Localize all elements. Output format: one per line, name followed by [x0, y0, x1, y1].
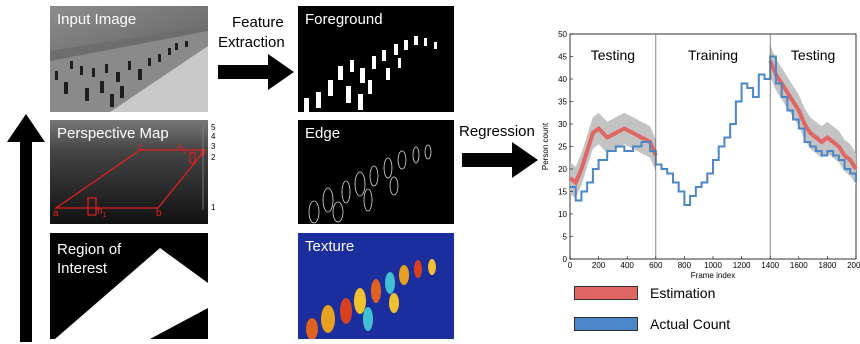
y-tick-label: 5	[563, 233, 568, 242]
point-c-label: c	[138, 142, 143, 153]
perspective-scale-4: 4	[211, 132, 216, 141]
texture-map-image	[306, 259, 436, 339]
x-tick-label: 1600	[790, 261, 808, 270]
y-tick-label: 0	[563, 255, 568, 264]
x-tick-label: 1200	[733, 261, 751, 270]
y-tick-label: 25	[558, 143, 567, 152]
region-label-2: Testing	[791, 47, 835, 63]
legend-actual-swatch	[574, 317, 638, 331]
point-d-label: d	[200, 148, 206, 158]
y-tick-label: 35	[558, 98, 567, 107]
foreground-panel: Foreground	[298, 6, 454, 112]
y-axis-label: Person count	[541, 122, 550, 170]
roi-label-line1: Region of	[57, 241, 122, 258]
estimation-line-1	[768, 60, 858, 171]
y-tick-label: 50	[558, 30, 567, 39]
roi-label-line2: Interest	[57, 260, 108, 277]
roi-mask-shape	[55, 248, 208, 339]
y-tick-label: 20	[558, 165, 567, 174]
foreground-mask-image	[304, 36, 437, 112]
input-image-label: Input Image	[57, 11, 137, 28]
x-tick-label: 400	[621, 261, 635, 270]
perspective-scale-2: 2	[211, 153, 216, 162]
perspective-map-label: Perspective Map	[57, 125, 169, 142]
up-arrow-icon	[7, 114, 45, 342]
texture-panel: Texture	[298, 233, 454, 339]
edge-panel: Edge	[298, 120, 454, 224]
x-axis-label: Frame index	[691, 271, 735, 280]
estimation-band-1	[770, 45, 856, 185]
h1-subscript: 1	[102, 212, 107, 219]
edge-map-image	[308, 144, 432, 224]
h2-subscript: 2	[183, 148, 187, 155]
perspective-scale-3: 3	[211, 142, 216, 151]
regression-arrow-icon	[462, 142, 538, 178]
h1-letter: h	[97, 206, 103, 217]
crowd-scene-image	[50, 6, 208, 112]
y-tick-label: 45	[558, 53, 567, 62]
feature-extraction-line1: Feature	[232, 14, 284, 31]
edge-label: Edge	[305, 125, 341, 142]
region-label-1: Training	[688, 47, 738, 63]
foreground-label: Foreground	[305, 11, 383, 28]
x-tick-label: 600	[649, 261, 663, 270]
point-b-label: b	[156, 208, 162, 219]
feature-extraction-line2: Extraction	[218, 34, 285, 51]
region-label-0: Testing	[591, 47, 635, 63]
perspective-scale-5: 5	[211, 123, 216, 132]
point-a-label: a	[53, 208, 59, 219]
x-tick-label: 1000	[704, 261, 722, 270]
actual-count-line	[570, 55, 857, 206]
region-of-interest-panel: Region of Interest	[50, 233, 208, 339]
legend-estimation-label: Estimation	[650, 285, 716, 301]
y-tick-label: 40	[558, 75, 567, 84]
legend-estimation-swatch	[574, 286, 638, 300]
x-tick-label: 1400	[761, 261, 779, 270]
x-tick-label: 1800	[819, 261, 837, 270]
input-image-panel: Input Image	[50, 6, 208, 112]
legend-actual-label: Actual Count	[650, 316, 731, 332]
x-tick-label: 200	[592, 261, 606, 270]
height-h1-label: h1	[97, 206, 106, 219]
height-h2-label: h2	[178, 142, 186, 155]
perspective-scale-1: 1	[211, 203, 216, 212]
perspective-map-panel: Perspective Map a b c d h1 h2	[50, 120, 208, 224]
feature-extraction-arrow-icon	[218, 54, 294, 90]
regression-label: Regression	[459, 123, 535, 140]
perspective-map-drawing	[53, 126, 207, 216]
h2-letter: h	[178, 142, 184, 152]
x-tick-label: 800	[678, 261, 692, 270]
y-tick-label: 10	[558, 210, 567, 219]
texture-label: Texture	[305, 238, 355, 255]
y-tick-label: 15	[558, 188, 567, 197]
y-tick-label: 30	[558, 120, 567, 129]
x-tick-label: 0	[568, 261, 573, 270]
